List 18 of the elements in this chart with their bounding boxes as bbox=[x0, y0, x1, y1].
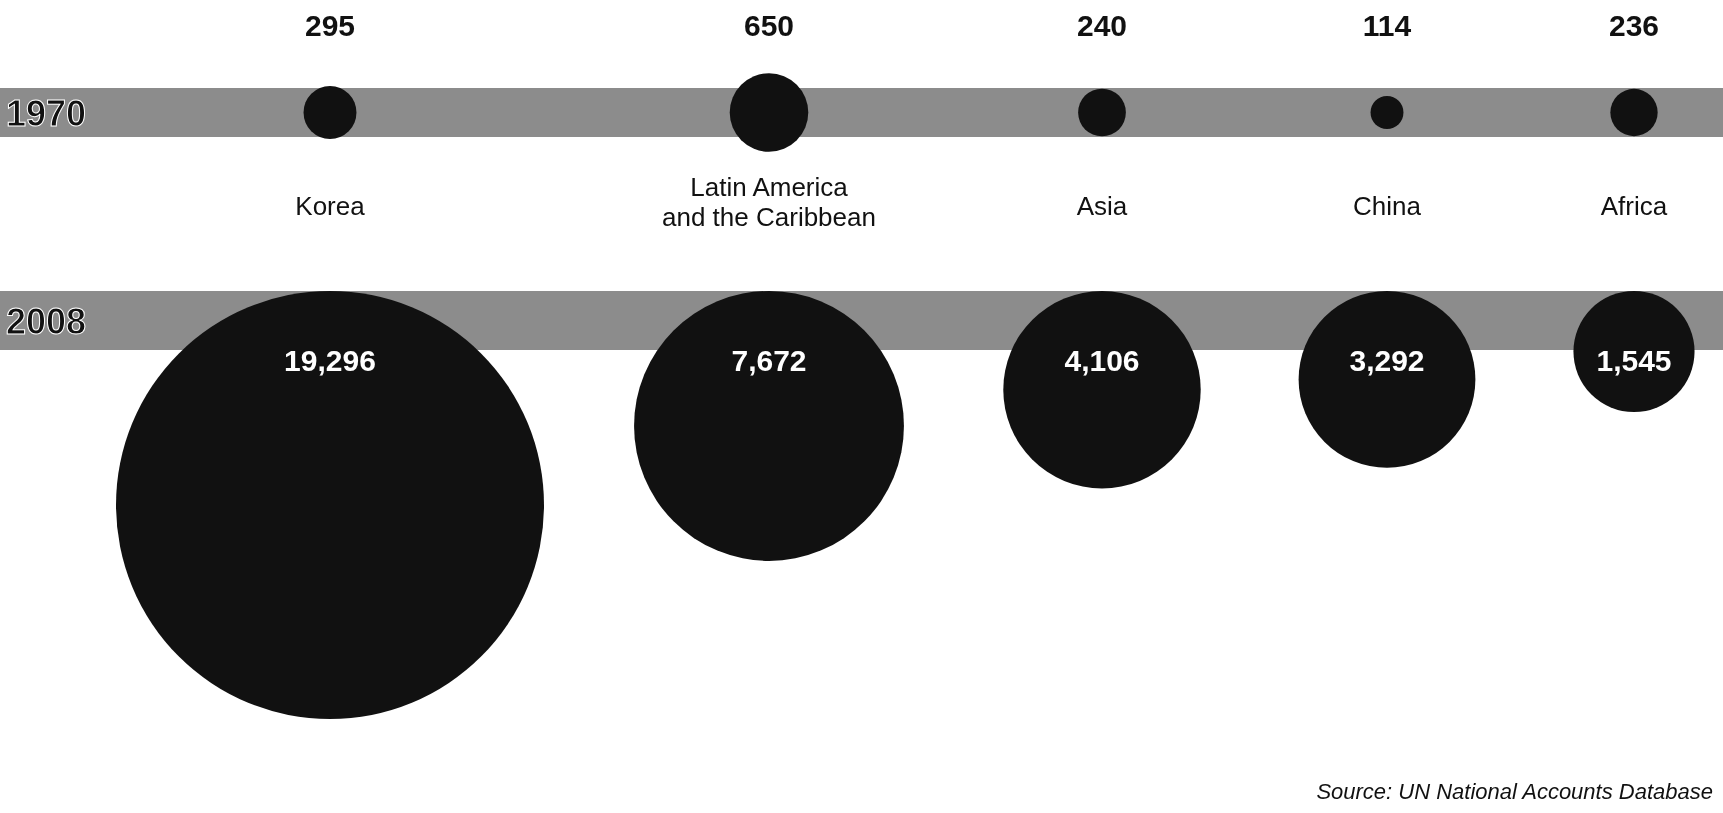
data-label: 7,672 bbox=[731, 344, 807, 377]
data-label: 114 bbox=[1362, 9, 1412, 42]
category-label: Korea bbox=[295, 191, 366, 221]
category-label: Latin America and the Caribbean bbox=[662, 172, 876, 232]
data-label: 295 bbox=[304, 9, 356, 42]
legend-label: 1970 bbox=[6, 92, 87, 134]
data-label: 650 bbox=[743, 9, 795, 42]
data-label: 3,292 bbox=[1349, 344, 1425, 377]
data-label: 4,106 bbox=[1064, 344, 1140, 377]
data-label: 19,296 bbox=[284, 344, 376, 377]
category-label: China bbox=[1353, 191, 1422, 221]
data-label: 236 bbox=[1608, 9, 1660, 42]
category-label: Asia bbox=[1076, 191, 1128, 221]
source-note: Source: UN National Accounts Database bbox=[1316, 779, 1713, 804]
data-label: 240 bbox=[1076, 9, 1128, 42]
data-label: 1,545 bbox=[1596, 344, 1672, 377]
category-label: Africa bbox=[1600, 191, 1668, 221]
text: 2008 bbox=[6, 300, 87, 342]
